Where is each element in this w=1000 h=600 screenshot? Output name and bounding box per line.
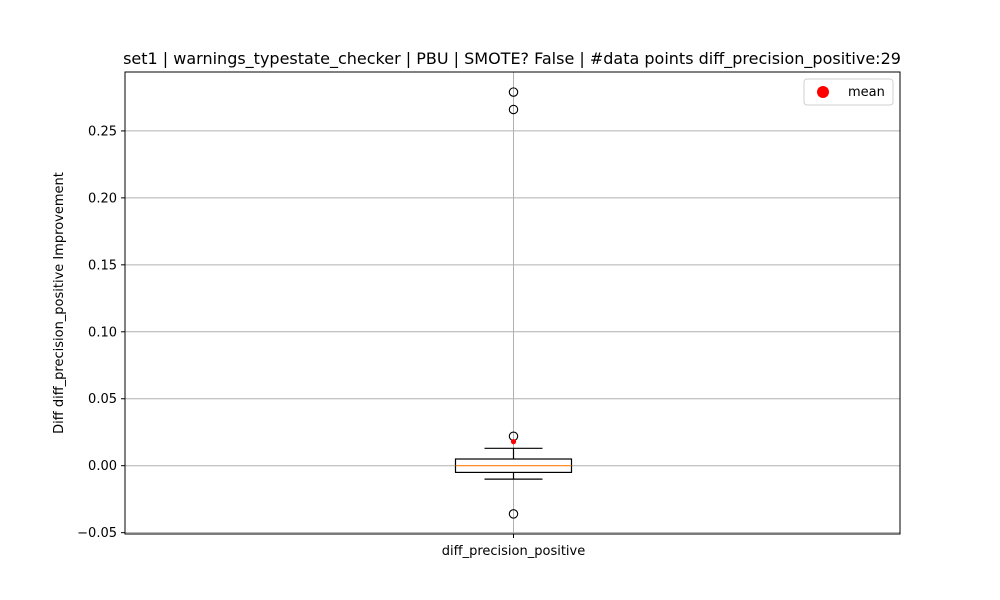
y-tick-label: −0.05 <box>77 526 117 541</box>
legend-mean-marker <box>817 86 829 98</box>
legend-mean-label: mean <box>848 85 885 100</box>
legend-frame <box>803 78 894 106</box>
y-tick-label: 0.25 <box>88 124 117 139</box>
y-tick-label: 0.00 <box>88 459 117 474</box>
plot-frame <box>124 71 901 535</box>
x-axis-ticks: diff_precision_positive <box>442 534 585 559</box>
legend: mean <box>803 78 894 106</box>
x-tick-label: diff_precision_positive <box>442 544 585 559</box>
outlier-point <box>508 87 519 97</box>
grid-lines <box>125 72 900 534</box>
y-axis-ticks: −0.05 0.00 0.05 0.10 0.15 0.20 0.25 <box>77 124 125 541</box>
y-tick-label: 0.15 <box>88 258 117 273</box>
chart-title: set1 | warnings_typestate_checker | PBU … <box>123 49 901 69</box>
outlier-point <box>508 104 519 115</box>
y-axis-label: Diff diff_precision_positive Improvement <box>52 172 67 434</box>
box-group <box>454 87 573 519</box>
y-tick-label: 0.10 <box>88 325 117 340</box>
y-tick-label: 0.05 <box>88 392 117 407</box>
y-tick-label: 0.20 <box>88 191 117 206</box>
mean-point <box>510 439 517 445</box>
outlier-point <box>508 509 519 519</box>
